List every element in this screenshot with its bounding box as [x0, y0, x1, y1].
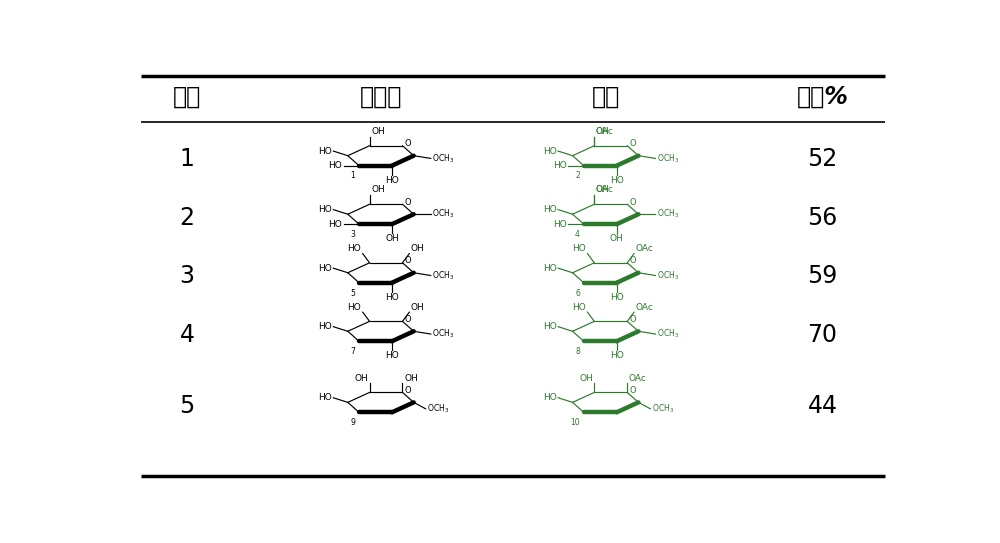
- Text: HO: HO: [347, 244, 361, 253]
- Text: OAc: OAc: [596, 185, 614, 194]
- Text: HO: HO: [572, 244, 586, 253]
- Text: 10: 10: [570, 418, 580, 427]
- Text: HO: HO: [318, 147, 332, 156]
- Text: OCH$_3$: OCH$_3$: [432, 269, 454, 282]
- Text: OH: OH: [610, 234, 624, 243]
- Text: OCH$_3$: OCH$_3$: [657, 269, 679, 282]
- Text: O: O: [405, 386, 411, 395]
- Text: OH: OH: [385, 234, 399, 243]
- Text: HO: HO: [318, 205, 332, 214]
- Text: OH: OH: [411, 244, 425, 253]
- Text: 产物: 产物: [591, 85, 620, 109]
- Text: O: O: [630, 256, 636, 266]
- Text: 2: 2: [575, 172, 580, 180]
- Text: HO: HO: [543, 393, 557, 402]
- Text: OCH$_3$: OCH$_3$: [657, 208, 679, 220]
- Text: O: O: [630, 386, 636, 395]
- Text: OCH$_3$: OCH$_3$: [657, 152, 679, 165]
- Text: 8: 8: [575, 347, 580, 356]
- Text: HO: HO: [385, 176, 399, 185]
- Text: HO: HO: [328, 161, 342, 170]
- Text: 4: 4: [575, 230, 580, 239]
- Text: 70: 70: [808, 323, 838, 347]
- Text: OH: OH: [354, 374, 368, 383]
- Text: 3: 3: [180, 264, 194, 288]
- Text: 59: 59: [807, 264, 838, 288]
- Text: O: O: [405, 198, 411, 207]
- Text: HO: HO: [610, 293, 624, 302]
- Text: 序号: 序号: [173, 85, 201, 109]
- Text: HO: HO: [318, 393, 332, 402]
- Text: 44: 44: [808, 394, 838, 418]
- Text: OAc: OAc: [596, 127, 614, 136]
- Text: O: O: [630, 315, 636, 324]
- Text: O: O: [405, 256, 411, 266]
- Text: 反应物: 反应物: [360, 85, 402, 109]
- Text: OH: OH: [596, 127, 610, 136]
- Text: HO: HO: [553, 220, 567, 229]
- Text: HO: HO: [318, 322, 332, 331]
- Text: OCH$_3$: OCH$_3$: [432, 208, 454, 220]
- Text: O: O: [405, 139, 411, 148]
- Text: OCH$_3$: OCH$_3$: [657, 328, 679, 340]
- Text: O: O: [405, 315, 411, 324]
- Text: HO: HO: [543, 205, 557, 214]
- Text: HO: HO: [318, 264, 332, 273]
- Text: 9: 9: [350, 418, 355, 427]
- Text: OH: OH: [371, 185, 385, 194]
- Text: HO: HO: [328, 220, 342, 229]
- Text: HO: HO: [385, 293, 399, 302]
- Text: 5: 5: [179, 394, 195, 418]
- Text: HO: HO: [553, 161, 567, 170]
- Text: HO: HO: [543, 264, 557, 273]
- Text: 1: 1: [350, 172, 355, 180]
- Text: HO: HO: [543, 322, 557, 331]
- Text: 5: 5: [350, 288, 355, 298]
- Text: 1: 1: [180, 147, 194, 171]
- Text: OAc: OAc: [629, 374, 647, 383]
- Text: HO: HO: [610, 351, 624, 360]
- Text: OH: OH: [596, 185, 610, 194]
- Text: O: O: [630, 139, 636, 148]
- Text: OCH$_3$: OCH$_3$: [427, 402, 449, 415]
- Text: HO: HO: [385, 351, 399, 360]
- Text: 3: 3: [350, 230, 355, 239]
- Text: 6: 6: [575, 288, 580, 298]
- Text: 2: 2: [180, 206, 194, 230]
- Text: 产率%: 产率%: [797, 85, 848, 109]
- Text: OCH$_3$: OCH$_3$: [432, 152, 454, 165]
- Text: 56: 56: [807, 206, 838, 230]
- Text: OCH$_3$: OCH$_3$: [432, 328, 454, 340]
- Text: OCH$_3$: OCH$_3$: [652, 402, 674, 415]
- Text: OH: OH: [404, 374, 418, 383]
- Text: O: O: [630, 198, 636, 207]
- Text: HO: HO: [543, 147, 557, 156]
- Text: 4: 4: [180, 323, 194, 347]
- Text: OH: OH: [411, 302, 425, 312]
- Text: 52: 52: [807, 147, 838, 171]
- Text: OAc: OAc: [636, 244, 653, 253]
- Text: HO: HO: [572, 302, 586, 312]
- Text: HO: HO: [610, 176, 624, 185]
- Text: OAc: OAc: [636, 302, 653, 312]
- Text: OH: OH: [371, 127, 385, 136]
- Text: HO: HO: [347, 302, 361, 312]
- Text: 7: 7: [350, 347, 355, 356]
- Text: OH: OH: [579, 374, 593, 383]
